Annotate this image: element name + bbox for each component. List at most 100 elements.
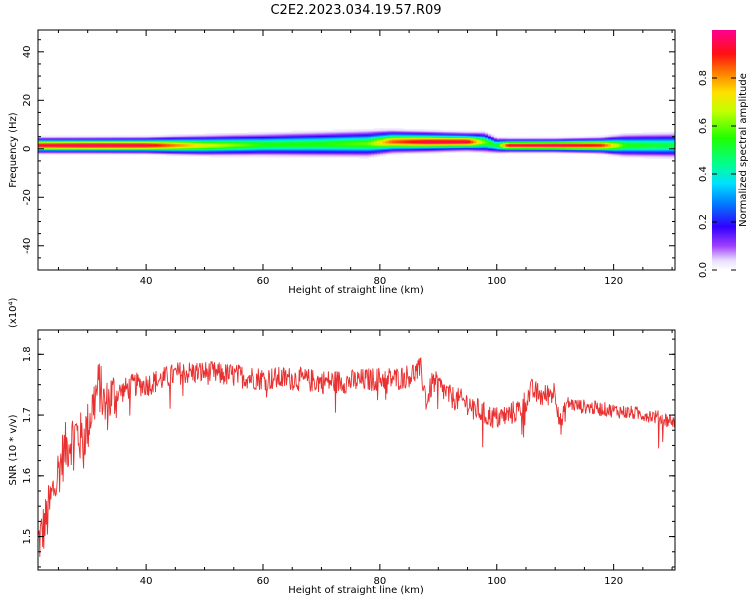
spectrogram-cell [496,147,500,150]
spectrogram-cell [149,143,153,146]
spectrogram-cell [540,148,544,151]
spectrogram-cell [485,137,489,140]
spectrogram-cell [315,143,319,146]
spectrogram-cell [262,156,267,158]
spectrogram-cell [642,146,647,148]
spectrogram-cell [637,135,641,137]
spectrogram-cell [604,143,609,146]
spectrogram-cell [394,147,398,150]
spectrogram-cell [563,137,568,140]
spectrogram-cell [55,150,59,152]
spectrogram-cell [651,141,655,144]
spectrogram-cell [327,134,331,136]
spectrogram-cell [248,150,252,152]
spectrogram-cell [321,140,325,142]
spectrogram-cell [178,148,182,151]
spectrogram-cell [543,139,547,141]
spectrogram-cell [333,130,337,133]
spectrogram-cell [213,141,217,144]
spectrogram-cell [379,142,384,145]
spectrogram-cell [38,151,42,153]
spectrogram-cell [648,139,652,141]
spectrogram-cell [382,153,387,156]
spectrogram-cell [455,133,460,135]
spectrogram-cell [257,136,261,139]
spectrogram-cell [70,145,74,147]
spectrogram-cell [102,141,106,144]
spectrogram-cell [631,139,635,141]
spectrogram-cell [187,147,191,150]
spectrogram-cell [382,152,387,154]
spectrogram-cell [371,133,375,135]
spectrogram-cell [324,135,328,137]
spectrogram-cell [584,142,588,145]
spectrogram-cell [359,153,363,156]
spectrogram-cell [561,137,565,140]
spectrogram-cell [581,148,585,151]
spectrogram-cell [157,140,162,142]
spectrogram-cell [482,130,486,133]
spectrogram-cell [336,141,340,144]
spectrogram-cell [365,135,369,137]
spectrogram-cell [154,152,159,154]
spectrogram-cell [388,145,392,147]
spectrogram-cell [657,154,661,157]
spectrogram-cell [113,145,118,147]
spectrogram-cell [93,137,97,140]
spectrogram-cell [616,146,620,148]
spectrogram-cell [277,153,281,156]
spectrogram-cell [362,153,366,156]
spectrogram-cell [178,145,182,147]
spectrogram-cell [318,143,322,146]
spectrogram-cell [429,137,433,140]
spectrogram-cell [271,136,275,139]
spectrogram-cell [429,151,433,153]
spectrogram-cell [309,130,313,133]
spectrogram-cell [55,153,59,156]
spectrogram-cell [233,137,237,140]
spectrogram-cell [663,137,667,140]
spectrogram-cell [379,128,384,130]
spectrogram-cell [543,143,547,146]
spectrogram-cell [327,135,331,137]
spectrogram-cell [596,153,600,156]
spectrogram-cell [458,134,462,136]
snr-xtick-label: 120 [604,576,623,587]
spectrogram-cell [64,142,68,145]
spectrogram-cell [169,137,173,140]
spectrogram-cell [596,151,600,153]
spectrogram-cell [429,139,433,141]
spectrogram-cell [225,142,229,145]
spectrogram-cell [473,134,477,136]
spectrogram-cell [648,145,652,147]
spectrogram-cell [300,130,305,133]
spectrogram-cell [222,135,226,137]
spectrogram-cell [552,151,556,153]
spectrogram-cell [213,152,217,154]
snr-ylabel: SNR (10 * v/v) [8,414,19,485]
spectrogram-cell [336,140,340,142]
spectrogram-cell [187,154,191,157]
spectrogram-cell [520,137,524,140]
spectrogram-cell [108,151,112,153]
spectrogram-cell [195,142,200,145]
spectrogram-cell [487,150,492,152]
spectrogram-cell [382,154,387,157]
spectrogram-cell [663,146,667,148]
spectrogram-cell [61,140,65,142]
spectrogram-cell [590,148,594,151]
spectrogram-cell [300,148,305,151]
spectrogram-cell [157,147,162,150]
spectrogram-cell [204,150,208,152]
spectrogram-cell [160,139,164,141]
spectrogram-ylabel: Frequency (Hz) [8,112,19,188]
spectrogram-cell [604,139,609,141]
spectrogram-cell [517,147,521,150]
spectrogram-cell [637,156,641,158]
spectrogram-cell [435,146,439,148]
spectrogram-cell [645,147,650,150]
spectrogram-cell [470,134,474,136]
spectrogram-cell [666,133,670,135]
spectrogram-cell [347,147,351,150]
spectrogram-cell [412,147,416,150]
